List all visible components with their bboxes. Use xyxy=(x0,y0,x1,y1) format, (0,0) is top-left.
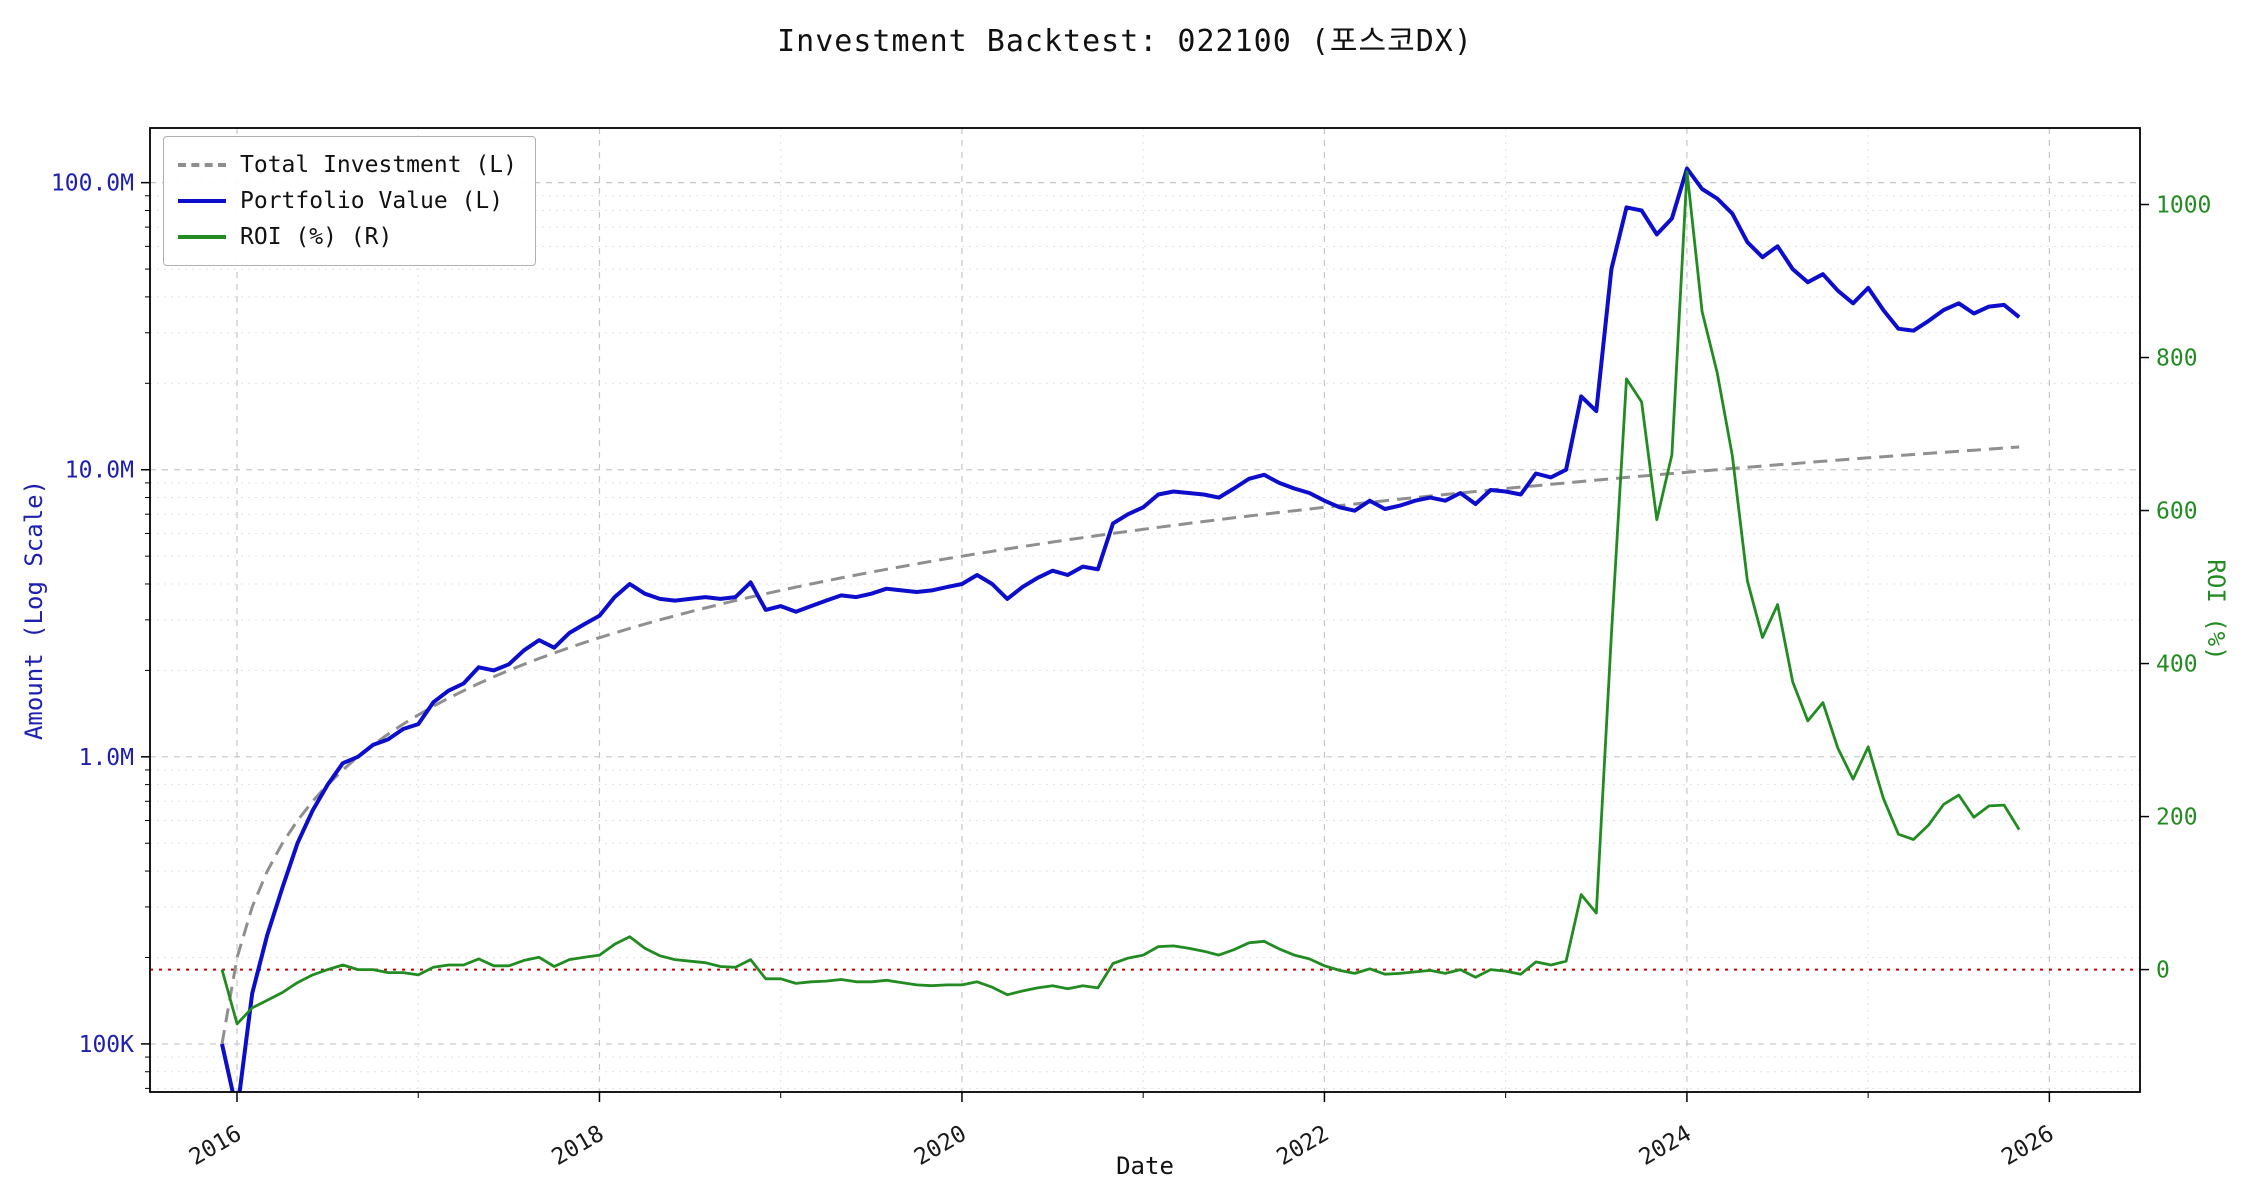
y-axis-label-left: Amount (Log Scale) xyxy=(20,479,48,741)
x-tick-label: 2020 xyxy=(910,1121,971,1171)
y-axis-label-right: ROI (%) xyxy=(2202,559,2230,661)
dashed-line-icon xyxy=(178,163,226,167)
y-right-tick-label: 0 xyxy=(2156,958,2170,984)
chart-title: Investment Backtest: 022100 (포스코DX) xyxy=(777,24,1473,59)
total-investment-line xyxy=(220,445,2020,1045)
y-left-tick-label: 100.0M xyxy=(51,171,134,197)
x-tick-label: 2024 xyxy=(1635,1121,1696,1171)
y-right-tick-label: 600 xyxy=(2156,499,2198,525)
portfolio-value-line xyxy=(220,166,2021,1092)
solid-line-icon xyxy=(178,235,226,239)
y-right-tick-label: 1000 xyxy=(2156,193,2211,219)
legend-label: ROI (%) (R) xyxy=(240,224,393,250)
x-tick-label: 2016 xyxy=(185,1121,246,1171)
y-right-tick-label: 200 xyxy=(2156,805,2198,831)
x-axis-label: Date xyxy=(1116,1152,1174,1180)
y-left-tick-label: 10.0M xyxy=(65,458,134,484)
solid-line-icon xyxy=(178,199,226,203)
y-left-tick-label: 1.0M xyxy=(79,745,134,771)
legend-item-portfolio-value: Portfolio Value (L) xyxy=(178,183,517,219)
series-layer xyxy=(220,166,2021,1092)
legend-label: Total Investment (L) xyxy=(240,152,517,178)
legend: Total Investment (L) Portfolio Value (L)… xyxy=(163,136,536,266)
x-tick-label: 2022 xyxy=(1272,1121,1333,1171)
roi-line xyxy=(220,170,2021,1026)
plot-border xyxy=(149,127,2141,1093)
y-right-tick-label: 800 xyxy=(2156,346,2198,372)
legend-item-roi: ROI (%) (R) xyxy=(178,219,517,255)
legend-label: Portfolio Value (L) xyxy=(240,188,504,214)
y-right-tick-label: 400 xyxy=(2156,652,2198,678)
x-tick-label: 2026 xyxy=(1997,1121,2058,1171)
grid-layer xyxy=(150,128,2140,1092)
legend-item-total-investment: Total Investment (L) xyxy=(178,147,517,183)
x-tick-label: 2018 xyxy=(548,1121,609,1171)
y-left-tick-label: 100K xyxy=(79,1032,135,1058)
